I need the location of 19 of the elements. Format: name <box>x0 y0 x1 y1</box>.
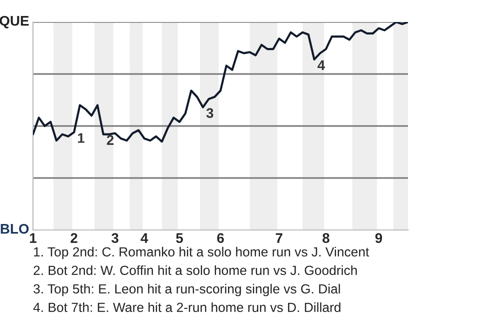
annotation: 3 <box>206 108 214 118</box>
annotation: 4 <box>318 60 325 70</box>
text: 2. Bot 2nd: W. Coffin hit a solo home run vs J. Goodrich <box>34 265 357 276</box>
annotation: 1 <box>78 133 84 143</box>
text: 4. Bot 7th: E. Ware hit a 2-run home run vs D. Dillard <box>33 302 340 312</box>
text: BLO <box>0 224 29 234</box>
text: 1. Top 2nd: C. Romanko hit a solo home run vs J. Vincent <box>34 246 370 260</box>
x-tick-label: 9 <box>375 233 382 243</box>
x-tick-label: 6 <box>217 233 224 243</box>
x-tick-label: 8 <box>322 233 330 243</box>
x-tick-label: 1 <box>30 233 36 243</box>
x-tick-label: 2 <box>70 233 78 243</box>
text: 3. Top 5th: E. Leon hit a run-scoring single vs G. Dial <box>34 284 340 296</box>
text: QUE <box>0 16 29 28</box>
annotation: 2 <box>106 135 114 145</box>
x-tick-label: 7 <box>276 233 282 243</box>
x-tick-label: 3 <box>111 233 118 243</box>
x-tick-label: 4 <box>140 233 148 243</box>
x-tick-label: 5 <box>176 233 183 243</box>
